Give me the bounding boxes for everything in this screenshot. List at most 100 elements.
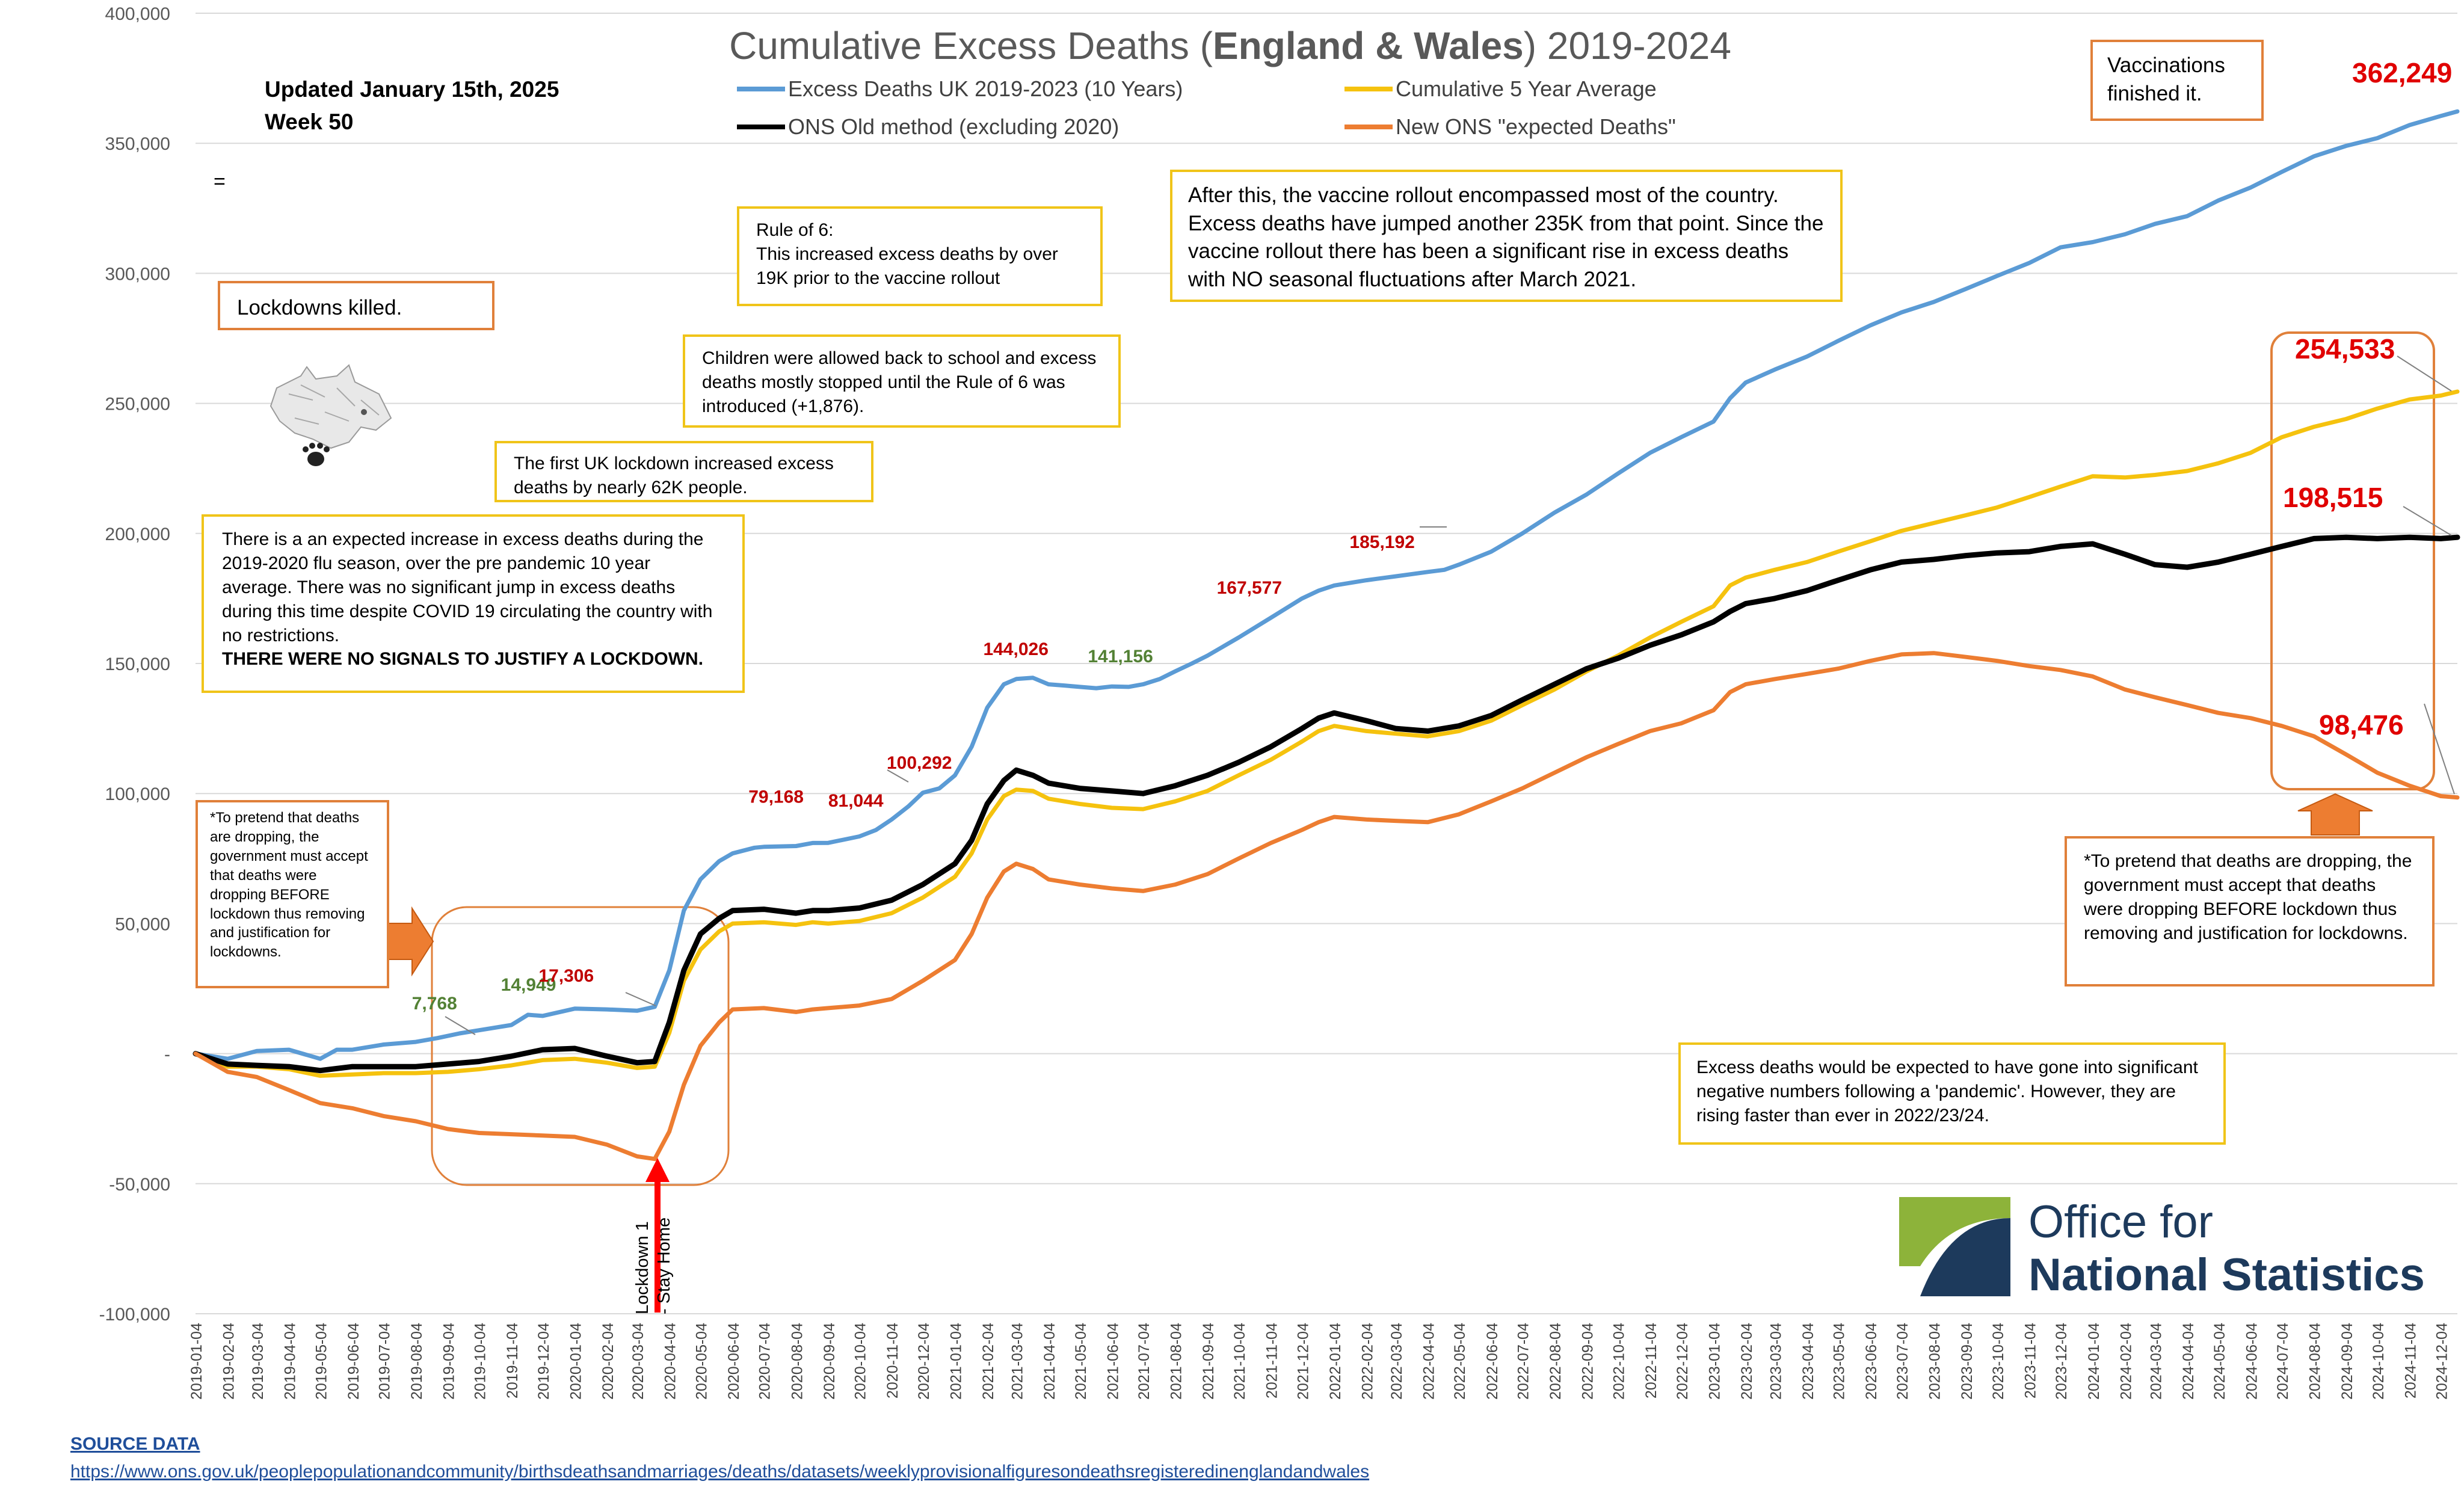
y-tick-label: - bbox=[164, 1045, 170, 1065]
flu-season-note: There is a an expected increase in exces… bbox=[202, 514, 745, 693]
x-tick-label: 2020-06-04 bbox=[725, 1323, 742, 1400]
highlight-boxes bbox=[431, 331, 2435, 1186]
x-tick-label: 2020-04-04 bbox=[662, 1323, 679, 1400]
vaccine-rollout-text: After this, the vaccine rollout encompas… bbox=[1188, 183, 1824, 291]
first-lockdown-note: The first UK lockdown increased excess d… bbox=[494, 441, 873, 502]
vaccine-rollout-note: After this, the vaccine rollout encompas… bbox=[1170, 170, 1843, 302]
leader-line bbox=[887, 769, 909, 783]
y-tick-label: 150,000 bbox=[105, 654, 170, 674]
x-tick-label: 2019-08-04 bbox=[408, 1323, 425, 1400]
x-tick-label: 2023-12-04 bbox=[2053, 1323, 2070, 1400]
x-tick-label: 2023-08-04 bbox=[1927, 1323, 1944, 1400]
x-tick-label: 2022-09-04 bbox=[1580, 1323, 1597, 1400]
x-tick-label: 2024-06-04 bbox=[2243, 1323, 2260, 1400]
x-tick-label: 2023-11-04 bbox=[2022, 1323, 2039, 1399]
x-tick-label: 2024-10-04 bbox=[2370, 1323, 2387, 1400]
leader-line bbox=[445, 1016, 476, 1035]
flu-season-text: There is a an expected increase in exces… bbox=[222, 529, 713, 645]
pre-lockdown-highlight-box bbox=[431, 906, 730, 1186]
x-tick-label: 2021-05-04 bbox=[1073, 1323, 1089, 1400]
x-tick-label: 2022-11-04 bbox=[1643, 1323, 1660, 1399]
x-tick-label: 2020-01-04 bbox=[567, 1323, 584, 1400]
pretend-dropping-text-right: *To pretend that deaths are dropping, th… bbox=[2084, 851, 2412, 943]
y-tick-label: -100,000 bbox=[99, 1305, 170, 1325]
wolf-head-illustration bbox=[270, 364, 392, 466]
label-leader-lines bbox=[445, 356, 2455, 1035]
data-label: 362,249 bbox=[2352, 57, 2452, 88]
leader-line bbox=[625, 992, 656, 1006]
x-tick-label: 2024-11-04 bbox=[2403, 1323, 2419, 1399]
x-tick-label: 2020-02-04 bbox=[600, 1323, 617, 1400]
stay-home-text: - Stay Home bbox=[654, 1217, 674, 1314]
series-line bbox=[192, 534, 2460, 1074]
x-tick-label: 2023-01-04 bbox=[1706, 1323, 1723, 1400]
data-label: 141,156 bbox=[1088, 647, 1153, 666]
x-tick-label: 2023-06-04 bbox=[1863, 1323, 1880, 1400]
title-prefix: Cumulative Excess Deaths ( bbox=[729, 24, 1213, 67]
x-tick-label: 2021-06-04 bbox=[1104, 1323, 1121, 1400]
right-pointing-arrow bbox=[388, 906, 434, 977]
x-tick-label: 2022-07-04 bbox=[1515, 1323, 1532, 1400]
x-tick-label: 2022-04-04 bbox=[1420, 1323, 1437, 1400]
x-axis-tick-labels: 2019-01-04 2019-02-04 2019-03-04 2019-04-04… bbox=[188, 1323, 2450, 1400]
lockdowns-killed-text: Lockdowns killed. bbox=[237, 296, 402, 319]
pretend-dropping-text-left: *To pretend that deaths are dropping, th… bbox=[210, 810, 368, 961]
x-tick-label: 2021-07-04 bbox=[1136, 1323, 1153, 1400]
rule-of-six-note: Rule of 6: This increased excess deaths … bbox=[737, 206, 1103, 306]
y-axis-tick-labels: -100,000-50,000-50,000100,000150,000200,… bbox=[99, 4, 170, 1325]
x-tick-label: 2021-12-04 bbox=[1295, 1323, 1311, 1400]
x-tick-label: 2020-05-04 bbox=[693, 1323, 710, 1400]
lockdown-1-text: Lockdown 1 bbox=[633, 1221, 652, 1314]
x-tick-label: 2019-06-04 bbox=[345, 1323, 362, 1400]
data-label: 100,292 bbox=[887, 753, 952, 773]
series-line bbox=[193, 389, 2460, 1078]
title-bold: England & Wales bbox=[1213, 24, 1524, 67]
data-label: 185,192 bbox=[1349, 532, 1414, 552]
x-tick-label: 2022-06-04 bbox=[1484, 1323, 1501, 1400]
source-data-link[interactable]: https://www.ons.gov.uk/peoplepopulationa… bbox=[70, 1462, 1370, 1482]
x-tick-label: 2024-08-04 bbox=[2307, 1323, 2324, 1400]
x-tick-label: 2019-10-04 bbox=[472, 1323, 489, 1400]
chart-title-text: Cumulative Excess Deaths (England & Wale… bbox=[729, 24, 1731, 67]
x-tick-label: 2020-07-04 bbox=[757, 1323, 774, 1400]
y-tick-label: 50,000 bbox=[115, 914, 170, 934]
x-tick-label: 2023-10-04 bbox=[1990, 1323, 2007, 1400]
lockdown-1-label: Lockdown 1 - Stay Home bbox=[632, 1217, 676, 1314]
vaccinations-note: Vaccinations finished it. bbox=[2090, 40, 2264, 121]
legend-entry: Excess Deaths UK 2019-2023 (10 Years) bbox=[788, 76, 1183, 101]
leader-line bbox=[2403, 506, 2452, 536]
y-tick-label: 250,000 bbox=[105, 395, 170, 414]
equals-sign: = bbox=[214, 170, 226, 193]
children-school-text: Children were allowed back to school and… bbox=[702, 348, 1097, 416]
x-tick-label: 2021-10-04 bbox=[1231, 1323, 1248, 1400]
x-tick-label: 2021-02-04 bbox=[980, 1323, 997, 1400]
chart-title: Cumulative Excess Deaths (England & Wale… bbox=[729, 24, 1731, 67]
x-tick-label: 2024-12-04 bbox=[2433, 1323, 2450, 1400]
lockdown-arrow-head bbox=[645, 1158, 670, 1182]
x-tick-label: 2024-01-04 bbox=[2086, 1323, 2102, 1400]
data-label: 144,026 bbox=[983, 639, 1048, 659]
y-tick-label: -50,000 bbox=[109, 1175, 170, 1195]
y-tick-label: 200,000 bbox=[105, 525, 170, 544]
x-tick-label: 2019-04-04 bbox=[282, 1323, 298, 1400]
data-label: 98,476 bbox=[2319, 709, 2404, 740]
leader-line bbox=[2424, 703, 2455, 795]
x-tick-label: 2020-08-04 bbox=[789, 1323, 805, 1400]
x-tick-label: 2022-10-04 bbox=[1610, 1323, 1627, 1400]
updated-date: Updated January 15th, 2025 Week 50 bbox=[265, 73, 559, 138]
series-line bbox=[193, 651, 2460, 1162]
x-tick-label: 2022-12-04 bbox=[1674, 1323, 1691, 1400]
data-label: 7,768 bbox=[412, 994, 457, 1014]
x-tick-label: 2024-05-04 bbox=[2211, 1323, 2228, 1400]
updated-date-text: Updated January 15th, 2025 bbox=[265, 77, 559, 102]
rule-of-six-title: Rule of 6: bbox=[756, 220, 834, 240]
rule-of-six-text: This increased excess deaths by over 19K… bbox=[756, 244, 1058, 288]
source-data-heading[interactable]: SOURCE DATA bbox=[70, 1434, 200, 1454]
ons-logo-line2: National Statistics bbox=[2028, 1249, 2425, 1299]
series-line bbox=[193, 109, 2460, 1061]
leader-line bbox=[2397, 356, 2452, 392]
pretend-dropping-note-left: *To pretend that deaths are dropping, th… bbox=[196, 800, 389, 988]
x-tick-label: 2023-07-04 bbox=[1894, 1323, 1911, 1400]
y-tick-label: 350,000 bbox=[105, 134, 170, 154]
y-tick-label: 100,000 bbox=[105, 784, 170, 804]
